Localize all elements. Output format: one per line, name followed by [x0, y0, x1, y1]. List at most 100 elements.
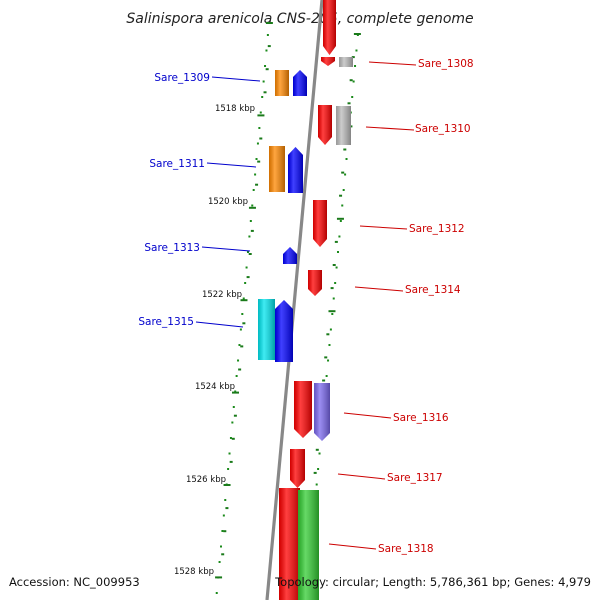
- guide-dot: [317, 468, 320, 470]
- kbp-label: 1520 kbp: [208, 197, 248, 207]
- right-leader-lines: [328, 61, 417, 550]
- guide-dot: [336, 251, 339, 253]
- leader-line: [328, 543, 377, 550]
- guide-dot: [259, 111, 262, 114]
- gene-sare-1308-arrow[interactable]: [321, 57, 335, 66]
- leader-line: [365, 126, 415, 131]
- guide-dot: [251, 204, 254, 207]
- gene-sare-1317-arrow[interactable]: [290, 449, 305, 488]
- guide-dot: [327, 359, 330, 362]
- guide-dot: [339, 220, 342, 222]
- gene-sare-1314-arrow[interactable]: [308, 270, 322, 296]
- guide-dot: [234, 390, 237, 393]
- gene-sare-1310-box[interactable]: [336, 106, 351, 145]
- guide-dot: [264, 65, 267, 67]
- right-gene-labels: Sare_1308 Sare_1310 Sare_1312 Sare_1314 …: [378, 58, 474, 555]
- guide-dot: [244, 282, 247, 284]
- gene-label-sare-1310[interactable]: Sare_1310: [415, 123, 471, 135]
- gene-sare-1315-box[interactable]: [258, 299, 275, 360]
- leader-line: [201, 246, 251, 252]
- gene-label-sare-1314[interactable]: Sare_1314: [405, 284, 461, 296]
- guide-dot: [221, 530, 224, 532]
- map-title: Salinispora arenicola CNS-205, complete …: [126, 11, 473, 27]
- guide-dot: [328, 344, 331, 346]
- guide-dot: [352, 80, 355, 83]
- guide-dot: [262, 80, 265, 83]
- guide-dot: [256, 142, 259, 145]
- kbp-label: 1522 kbp: [202, 290, 242, 300]
- guide-dot: [219, 545, 222, 548]
- gene-features: [258, 0, 353, 600]
- guide-dot: [232, 406, 235, 408]
- kbp-label: 1518 kbp: [215, 104, 255, 114]
- guide-dot: [265, 49, 268, 52]
- leader-line: [195, 321, 244, 328]
- guide-dot: [215, 592, 218, 594]
- gene-label-sare-1309[interactable]: Sare_1309: [154, 72, 210, 84]
- leader-line: [368, 61, 417, 66]
- gene-sare-1308-box[interactable]: [339, 57, 353, 67]
- gene-sare-1309-arrow[interactable]: [293, 70, 307, 96]
- guide-dot: [318, 452, 321, 455]
- guide-dot: [331, 313, 334, 315]
- gene-sare-1313-arrow[interactable]: [283, 247, 297, 264]
- guide-dot: [334, 282, 337, 284]
- guide-dot: [241, 313, 244, 315]
- gene-sare-1316-arrow[interactable]: [294, 381, 312, 438]
- leader-line: [359, 225, 408, 230]
- guide-dot: [224, 499, 227, 501]
- leader-line: [354, 286, 404, 292]
- guide-dot: [342, 189, 345, 191]
- guide-dot: [229, 437, 232, 439]
- accession-text: Accession: NC_009953: [9, 575, 140, 589]
- gene-sare-1312-arrow[interactable]: [313, 200, 327, 247]
- gene-sare-1311-box[interactable]: [269, 146, 285, 192]
- gene-label-sare-1315[interactable]: Sare_1315: [138, 316, 194, 328]
- guide-dot: [237, 359, 240, 362]
- guide-dot: [315, 483, 318, 486]
- guide-dot: [254, 173, 257, 176]
- gene-sare-1316b-arrow[interactable]: [314, 383, 330, 441]
- guide-dot: [227, 468, 230, 470]
- guide-dot: [255, 158, 258, 160]
- guide-dot: [325, 375, 328, 377]
- leader-line: [206, 162, 257, 168]
- gene-label-sare-1311[interactable]: Sare_1311: [149, 158, 205, 170]
- genome-backbone: [265, 0, 324, 600]
- guide-dot: [228, 452, 231, 455]
- gene-label-sare-1316[interactable]: Sare_1316: [393, 412, 449, 424]
- gene-label-sare-1312[interactable]: Sare_1312: [409, 223, 465, 235]
- guide-dot: [261, 96, 264, 98]
- guide-dot: [355, 49, 358, 52]
- kbp-label: 1524 kbp: [195, 382, 235, 392]
- guide-dot: [245, 266, 248, 269]
- gene-sare-1310-arrow[interactable]: [318, 105, 332, 145]
- kbp-scale: 1518 kbp 1520 kbp 1522 kbp 1524 kbp 1526…: [174, 104, 255, 577]
- gene-sare-1311-arrow[interactable]: [288, 147, 303, 193]
- guide-dot: [341, 204, 344, 207]
- guide-dot: [238, 344, 241, 346]
- guide-dot: [235, 375, 238, 377]
- guide-dot: [242, 297, 245, 300]
- gene-sare-1315-arrow[interactable]: [275, 300, 293, 362]
- leader-line: [343, 412, 392, 419]
- gene-label-sare-1317[interactable]: Sare_1317: [387, 472, 443, 484]
- left-gene-labels: Sare_1309 Sare_1311 Sare_1313 Sare_1315: [138, 72, 210, 328]
- guide-dot: [258, 127, 261, 129]
- guide-dot: [329, 328, 332, 331]
- gene-sare-1309-box[interactable]: [275, 70, 289, 96]
- gene-sare-1307-arrow[interactable]: [323, 0, 336, 55]
- guide-dot: [231, 421, 234, 424]
- guide-dot: [252, 189, 255, 191]
- gene-label-sare-1313[interactable]: Sare_1313: [144, 242, 200, 254]
- guide-dot: [335, 266, 338, 269]
- guide-dot: [239, 328, 242, 331]
- leader-line: [211, 76, 261, 82]
- gene-label-sare-1318[interactable]: Sare_1318: [378, 543, 434, 555]
- guide-dot: [354, 65, 357, 67]
- topology-text: Topology: circular; Length: 5,786,361 bp…: [274, 575, 591, 589]
- leader-line: [337, 473, 386, 480]
- guide-dot: [246, 251, 249, 253]
- gene-label-sare-1308[interactable]: Sare_1308: [418, 58, 474, 70]
